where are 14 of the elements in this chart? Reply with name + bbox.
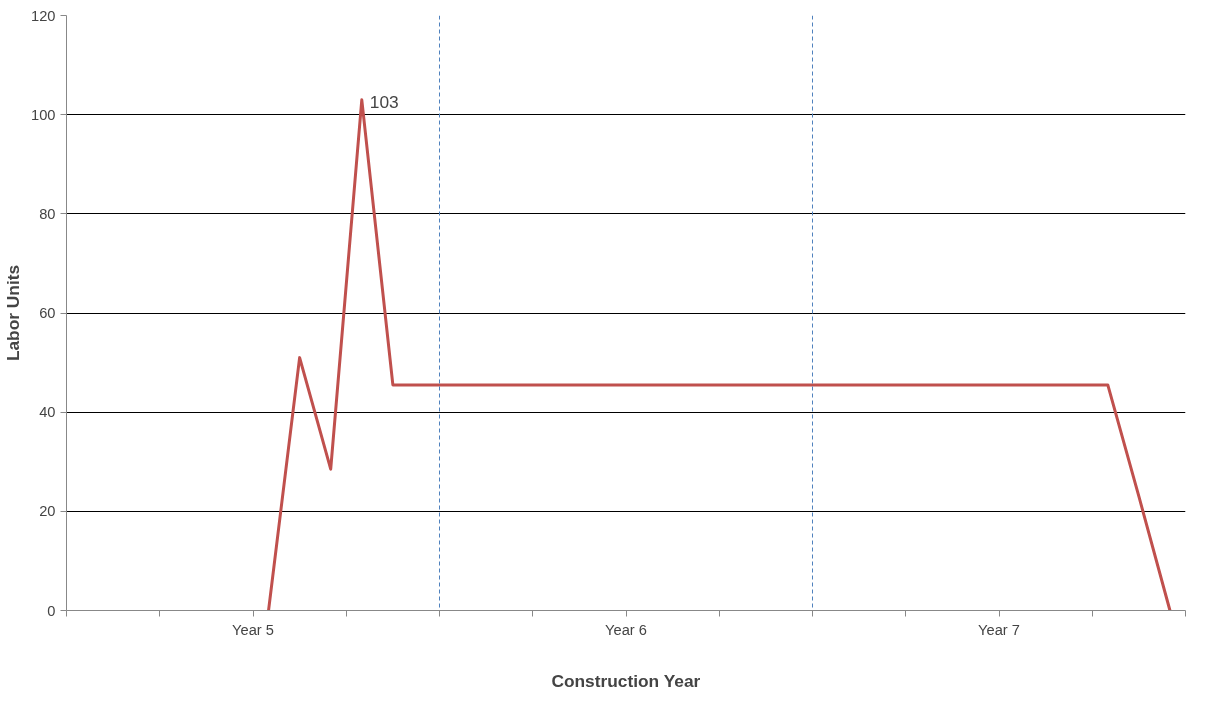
- y-tick-label: 20: [39, 503, 56, 520]
- annotation: 103: [369, 91, 399, 112]
- text: Year 6: [605, 621, 647, 638]
- text: Year 7: [978, 621, 1020, 638]
- y-tick-label: 120: [31, 7, 56, 24]
- text: Year 5: [232, 621, 274, 638]
- y-tick-label: 60: [39, 305, 56, 321]
- line-series: [267, 98, 1172, 611]
- y-tick-label: 0: [47, 602, 56, 619]
- y-tick-label: 40: [39, 404, 56, 421]
- x-axis-title: Construction Year: [551, 670, 701, 691]
- y-tick-label: 80: [39, 205, 56, 222]
- y-tick-label: 100: [31, 106, 56, 123]
- y-axis-title: Labor Units: [3, 264, 24, 362]
